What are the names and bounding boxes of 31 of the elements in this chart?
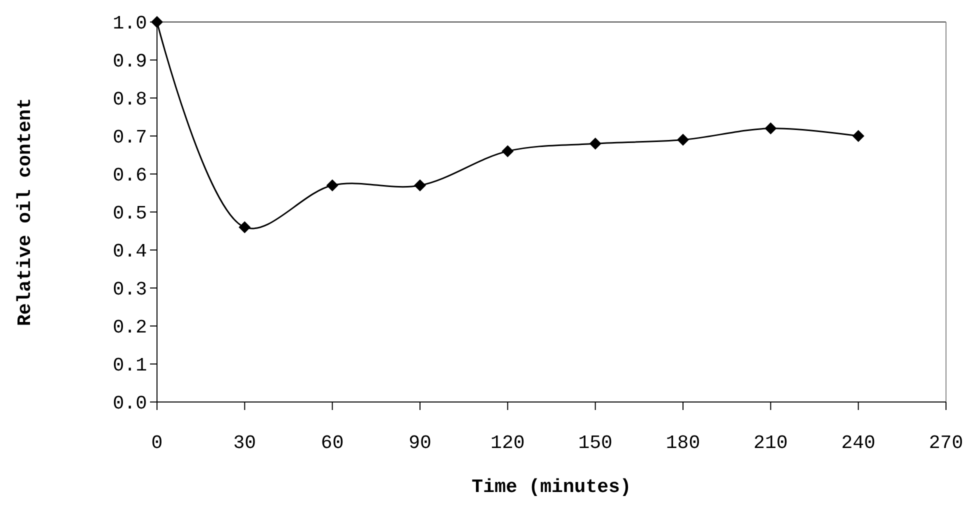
y-tick-label: 0.1 <box>112 354 147 377</box>
x-tick-label: 150 <box>578 432 612 454</box>
x-tick-label: 30 <box>233 432 256 454</box>
x-tick-label: 270 <box>928 432 964 454</box>
y-tick-label: 0.8 <box>112 88 147 111</box>
y-tick-label: 0.9 <box>112 50 147 73</box>
y-tick-label: 0.3 <box>112 278 147 301</box>
point <box>326 179 338 192</box>
y-tick-label: 0.7 <box>112 126 147 149</box>
y-tick-label: 0.4 <box>112 240 147 263</box>
x-tick-label: 210 <box>754 432 788 454</box>
y-tick-label: 0.6 <box>112 164 147 187</box>
y-tick-label: 0.0 <box>112 392 147 415</box>
x-tick-label: 60 <box>320 432 344 454</box>
x-tick-label: 0 <box>151 432 163 454</box>
point <box>502 145 514 158</box>
point <box>677 134 689 146</box>
point <box>414 179 426 192</box>
x-tick-label: 120 <box>490 432 525 454</box>
y-tick-label: 0.2 <box>112 316 147 339</box>
x-tick-label: 180 <box>666 432 700 454</box>
x-tick-label: 90 <box>408 432 432 454</box>
x-tick-label: 240 <box>841 432 876 454</box>
point <box>589 138 602 150</box>
point <box>852 130 864 142</box>
point <box>764 122 777 134</box>
y-tick-label: 1.0 <box>112 12 147 35</box>
y-axis-title: Relative oil content <box>14 98 36 326</box>
point <box>238 221 251 234</box>
x-axis-title: Time (minutes) <box>472 476 632 498</box>
y-tick-label: 0.5 <box>112 202 147 225</box>
